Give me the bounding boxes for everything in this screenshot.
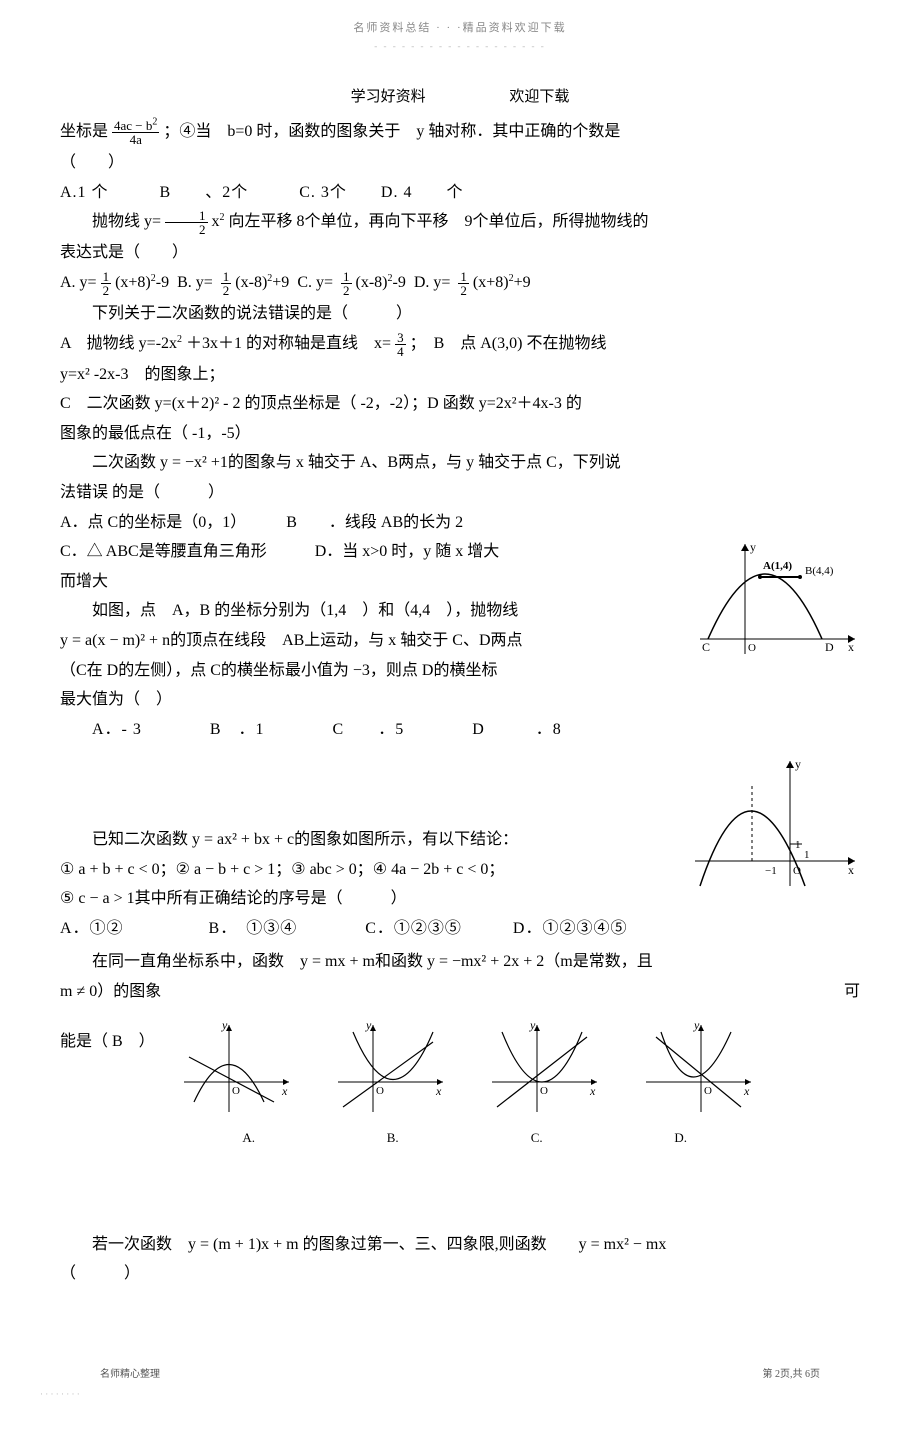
q2C-a: C. y= [297, 274, 333, 291]
q1-fraction: 4ac − b2 4a [112, 119, 159, 146]
q1-choices: A.1 个 B 、2个 C. 3个 D. 4 个 [60, 180, 860, 206]
q7-line3: 能是（ B ） [60, 1029, 155, 1055]
label-C: C [702, 640, 710, 654]
q4-optA: A．点 C的坐标是（0，1） B ．线段 AB的长为 2 [60, 510, 860, 536]
q7-fig-a: y x O [174, 1017, 294, 1117]
q2A-b: (x+8) [115, 274, 151, 291]
q6-1b: 1 [804, 849, 810, 861]
q7-row: 能是（ B ） y x O y x O y x [60, 1009, 860, 1151]
q6-x: x [848, 863, 854, 877]
q2A-a: A. y= [60, 274, 97, 291]
q2D-b: (x+8) [473, 274, 509, 291]
q3-lineB: y=x² -2x-3 的图象上； [60, 362, 860, 388]
q3-frac: 34 [395, 331, 406, 358]
q2C-b: (x-8) [356, 274, 388, 291]
half-icon: 12 [341, 270, 352, 297]
q2D-a: D. y= [414, 274, 451, 291]
half-icon: 12 [221, 270, 232, 297]
mini-o: O [540, 1085, 548, 1097]
q7-fig-d: y x O [636, 1017, 756, 1117]
q7-line2: m ≠ 0）的图象 可 [60, 979, 860, 1005]
label-B: B(4,4) [805, 565, 834, 577]
q1-body: 坐标是 4ac − b2 4a ；④当 b=0 时，函数的图象关于 y 轴对称．… [60, 119, 860, 146]
q7-line1: 在同一直角坐标系中，函数 y = mx + m和函数 y = −mx² + 2x… [60, 949, 860, 975]
mini-x: x [435, 1084, 442, 1098]
q2A-c: -9 [156, 274, 169, 291]
footer-left: 名师精心整理 [100, 1367, 160, 1383]
mid-header-left: 学习好资料 [351, 89, 426, 105]
q2-line1: 抛物线 y= 12 x2 向左平移 8个单位，再向下平移 9个单位后，所得抛物线… [60, 209, 860, 236]
q6-y: y [795, 757, 801, 771]
q7-label-c: C. [467, 1128, 607, 1149]
q7-l2a: m ≠ 0）的图象 [60, 983, 161, 1000]
page-top-header: 名师资料总结 · · ·精品资料欢迎下载 - - - - - - - - - -… [60, 20, 860, 55]
footer-dots: · · · · · · · · [40, 1387, 860, 1401]
mini-o: O [704, 1085, 712, 1097]
frac-num: 4ac − b [114, 118, 152, 133]
q2-options: A. y= 12 (x+8)2-9 B. y= 12 (x-8)2+9 C. y… [60, 270, 860, 297]
page-mid-header: 学习好资料 欢迎下载 [60, 85, 860, 109]
q7-fig-c: y x O [482, 1017, 602, 1117]
mid-header-right: 欢迎下载 [509, 89, 569, 105]
q1-text-a: 坐标是 [60, 123, 108, 140]
mini-x: x [281, 1084, 288, 1098]
mini-x: x [589, 1084, 596, 1098]
q2B-b: (x-8) [235, 274, 267, 291]
q6-figure: x y O −1 1 1 [690, 756, 860, 905]
label-O: O [748, 642, 756, 654]
page-footer: 名师精心整理 第 2页,共 6页 [60, 1367, 860, 1387]
q4-line1: 二次函数 y = −x² +1的图象与 x 轴交于 A、B两点，与 y 轴交于点… [60, 450, 860, 476]
q3-lineA: A 抛物线 y=-2x2 ＋3x＋1 的对称轴是直线 x= 34 ； B 点 A… [60, 331, 860, 358]
label-D: D [825, 640, 834, 654]
q6-1: 1 [795, 839, 801, 851]
footer-right: 第 2页,共 6页 [763, 1367, 821, 1383]
q7-fig-b: y x O [328, 1017, 448, 1117]
q7-label-a: A. [179, 1128, 319, 1149]
q8-line1: 若一次函数 y = (m + 1)x + m 的图象过第一、三、四象限,则函数 … [60, 1232, 860, 1258]
q7-label-d: D. [611, 1128, 751, 1149]
q8-line2: （ ） [60, 1261, 860, 1287]
q3-lead: 下列关于二次函数的说法错误的是（ ） [60, 301, 860, 327]
q2-c: 向左平移 8个单位，再向下平移 9个单位后，所得抛物线的 [229, 214, 649, 231]
q2B-c: +9 [272, 274, 289, 291]
q1-paren: （ ） [60, 150, 860, 176]
q2D-c: +9 [514, 274, 531, 291]
half-icon: 12 [458, 270, 469, 297]
mini-y: y [365, 1018, 372, 1032]
q5-line4: 最大值为（ ） [60, 687, 860, 713]
frac-den: 4a [112, 133, 159, 146]
mini-x: x [743, 1084, 750, 1098]
q7-l2b: 可 [844, 979, 860, 1005]
q3A-a: A 抛物线 y=-2x [60, 335, 177, 352]
q3A-b: ＋3x＋1 的对称轴是直线 x= [186, 335, 391, 352]
q3A-c: ； B 点 A(3,0) 不在抛物线 [410, 335, 607, 352]
mini-y: y [693, 1018, 700, 1032]
half-icon: 12 [101, 270, 112, 297]
q5-figure: A(1,4) B(4,4) C D O x y [690, 539, 860, 678]
q4-line2: 法错误 的是（ ） [60, 480, 860, 506]
decorative-dots: - - - - - - - - - - - - - - - - - - - [374, 41, 545, 51]
q6-n1: −1 [765, 865, 777, 877]
q2-half: 12 [165, 209, 208, 236]
q5-choices: A．- 3 B ．1 C ．5 D ．8 [60, 717, 860, 743]
label-x: x [848, 640, 854, 654]
q6-O: O [793, 865, 801, 877]
q6-choices: A．①② B． ①③④ C．①②③⑤ D．①②③④⑤ [60, 916, 860, 942]
q3-lineC: C 二次函数 y=(x＋2)² - 2 的顶点坐标是（ -2，-2）；D 函数 … [60, 391, 860, 417]
top-header-text: 名师资料总结 · · ·精品资料欢迎下载 [353, 22, 566, 34]
q3-lineD: 图象的最低点在（ -1，-5） [60, 421, 860, 447]
mini-o: O [376, 1085, 384, 1097]
label-y: y [750, 540, 756, 554]
mini-y: y [529, 1018, 536, 1032]
mini-o: O [232, 1085, 240, 1097]
q2-line2: 表达式是（ ） [60, 240, 860, 266]
q1-text-b: ；④当 b=0 时，函数的图象关于 y 轴对称．其中正确的个数是 [163, 123, 620, 140]
q7-label-b: B. [323, 1128, 463, 1149]
q2-a: 抛物线 y= [92, 214, 161, 231]
q2-b: x [212, 214, 220, 231]
mini-y: y [221, 1018, 228, 1032]
label-A: A(1,4) [763, 560, 792, 572]
q2B-a: B. y= [177, 274, 213, 291]
q2C-c: -9 [393, 274, 406, 291]
